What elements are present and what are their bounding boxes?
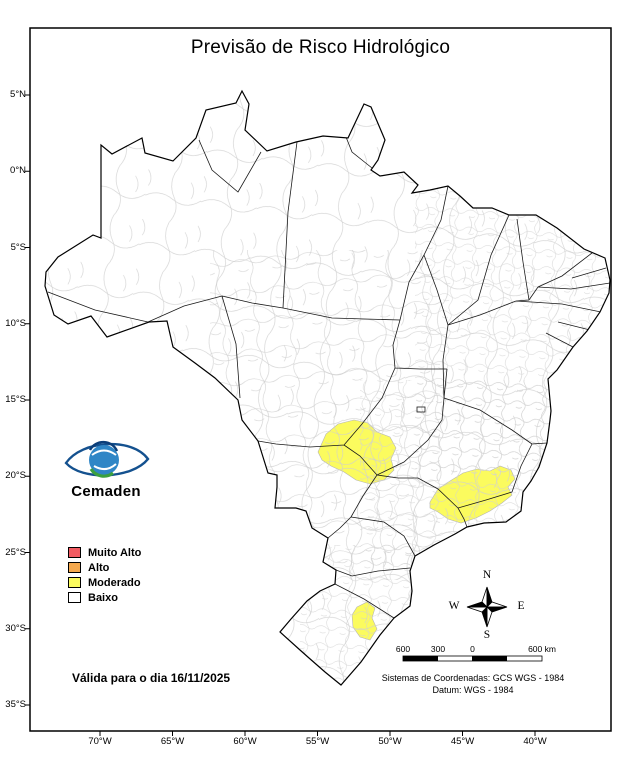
legend-item: Moderado	[68, 575, 141, 590]
compass-letter-s: S	[483, 629, 491, 641]
legend-label: Moderado	[88, 576, 141, 589]
lon-label: 50°W	[378, 736, 402, 747]
lat-label: 25°S	[5, 546, 26, 558]
validity-date: Válida para o dia 16/11/2025	[72, 671, 231, 685]
lon-label: 60°W	[233, 736, 257, 747]
municipal-boundaries	[45, 91, 610, 685]
cemaden-logo-text: Cemaden	[71, 483, 141, 500]
legend-item: Muito Alto	[68, 545, 141, 560]
lat-label: 35°S	[5, 699, 26, 710]
legend-item: Alto	[68, 560, 109, 575]
scale-label: 600 km	[528, 644, 556, 654]
legend-swatch	[68, 562, 81, 573]
brazil-outline	[44, 89, 611, 686]
legend-label: Muito Alto	[88, 546, 142, 559]
distrito-federal-outline	[416, 406, 426, 413]
cemaden-logo	[64, 440, 150, 478]
scale-label: 300	[430, 644, 446, 654]
compass-letter-n: N	[482, 569, 492, 581]
scale-label: 0	[470, 644, 475, 654]
coordinate-system-line: Sistemas de Coordenadas: GCS WGS - 1984	[381, 673, 565, 683]
lat-label: 15°S	[5, 394, 26, 405]
scale-label: 600	[395, 644, 411, 654]
legend-item: Baixo	[68, 590, 118, 605]
logo-top-arc	[88, 440, 119, 452]
lon-label: 65°W	[160, 736, 185, 747]
map-title: Previsão de Risco Hidrológico	[190, 37, 451, 58]
lat-label: 5°S	[10, 241, 26, 253]
lat-label: 10°S	[5, 317, 26, 329]
datum-line: Datum: WGS - 1984	[432, 684, 514, 695]
logo-green-swoosh	[89, 468, 114, 478]
legend-swatch	[68, 547, 81, 558]
compass-letter-w: W	[448, 600, 460, 612]
axis-ticks	[25, 94, 536, 736]
lat-label: 5°N	[10, 89, 26, 100]
lon-label: 45°W	[450, 736, 475, 747]
legend-swatch	[68, 577, 81, 588]
lon-label: 40°W	[523, 736, 547, 747]
legend-swatch	[68, 592, 81, 603]
logo-swirl	[91, 449, 117, 470]
lat-label: 20°S	[5, 470, 26, 482]
lat-label: 0°N	[10, 165, 26, 177]
state-boundaries	[47, 136, 610, 619]
compass-letter-e: E	[517, 600, 525, 612]
lon-label: 55°W	[305, 736, 330, 747]
lon-label: 70°W	[88, 736, 112, 747]
compass-rose	[466, 586, 508, 628]
lat-label: 30°S	[5, 622, 26, 634]
legend-label: Baixo	[88, 591, 118, 604]
legend-label: Alto	[88, 561, 110, 574]
logo-eye-outline	[64, 442, 150, 477]
map-frame	[29, 27, 612, 732]
coordinate-system-note: Sistemas de Coordenadas: GCS WGS - 1984 …	[352, 673, 594, 696]
scale-bar	[402, 655, 543, 662]
